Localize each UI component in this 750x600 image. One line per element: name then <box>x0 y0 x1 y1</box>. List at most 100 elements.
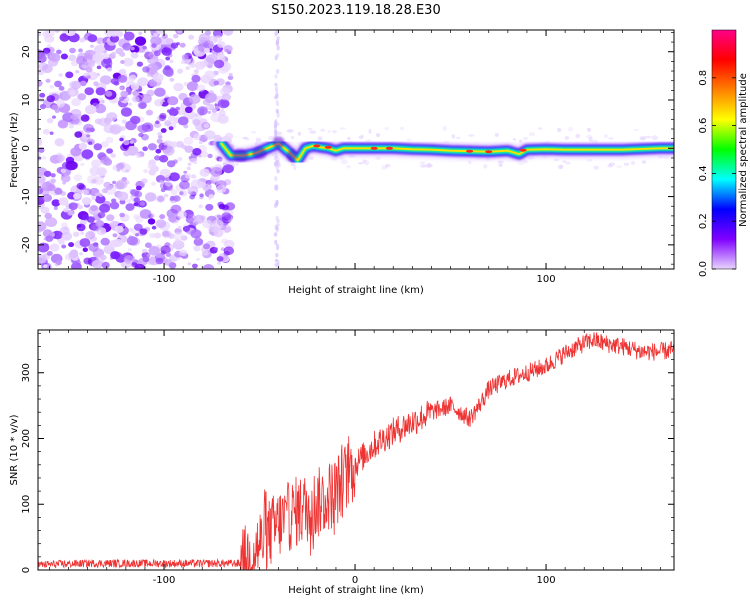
noise-speckle <box>39 92 46 98</box>
noise-speckle <box>168 126 174 131</box>
noise-speckle <box>207 110 212 114</box>
noise-speckle <box>211 108 218 113</box>
noise-speckle <box>151 225 157 230</box>
ridge-blob <box>272 136 285 149</box>
noise-speckle <box>141 178 148 184</box>
noise-speckle <box>210 112 222 123</box>
noise-speckle <box>110 123 123 134</box>
noise-speckle <box>180 60 186 65</box>
noise-speckle <box>186 81 199 92</box>
noise-speckle <box>106 112 118 122</box>
snr-series-line <box>38 332 674 570</box>
spectrogram-y-tick-label: -20 <box>21 237 32 253</box>
noise-speckle <box>196 257 200 261</box>
noise-streak-speckle <box>274 31 278 37</box>
noise-speckle <box>204 70 216 80</box>
noise-speckle <box>163 94 169 99</box>
noise-speckle <box>68 123 75 129</box>
noise-speckle <box>60 53 68 60</box>
noise-speckle <box>125 203 135 211</box>
noise-speckle <box>173 33 179 39</box>
noise-speckle <box>169 77 175 82</box>
noise-speckle <box>79 238 91 248</box>
noise-speckle <box>203 47 211 54</box>
noise-speckle <box>38 186 44 195</box>
noise-speckle <box>191 74 201 83</box>
noise-speckle <box>184 145 194 153</box>
noise-speckle <box>109 220 118 229</box>
noise-speckle <box>38 138 43 145</box>
noise-speckle <box>162 230 170 237</box>
noise-speckle <box>119 137 124 142</box>
noise-speckle <box>183 170 188 174</box>
noise-speckle <box>83 257 92 265</box>
noise-speckle <box>148 246 161 256</box>
noise-speckle <box>38 79 43 87</box>
noise-speckle <box>68 242 75 248</box>
noise-speckle <box>213 80 220 86</box>
noise-speckle <box>223 30 234 36</box>
noise-speckle <box>217 52 225 59</box>
noise-speckle <box>199 193 204 198</box>
snr-x-axis-title: Height of straight line (km) <box>288 585 424 596</box>
noise-speckle <box>185 66 190 70</box>
noise-speckle <box>153 32 158 37</box>
noise-speckle <box>151 43 157 48</box>
noise-speckle <box>78 48 83 53</box>
noise-speckle <box>184 106 193 114</box>
noise-speckle <box>82 214 90 221</box>
noise-speckle <box>168 215 178 223</box>
background-speckle <box>559 164 564 169</box>
noise-speckle <box>191 174 197 179</box>
noise-speckle <box>216 256 224 262</box>
noise-speckle <box>222 162 228 166</box>
snr-x-ticks: -100 0 100 <box>49 330 661 586</box>
noise-speckle <box>136 61 143 67</box>
noise-speckle <box>156 138 163 144</box>
background-speckle <box>384 127 390 130</box>
noise-speckle <box>133 202 139 207</box>
background-speckle <box>327 130 331 133</box>
background-speckle <box>375 156 382 160</box>
noise-speckle <box>187 186 199 196</box>
noise-speckle <box>202 185 209 191</box>
background-speckle <box>522 160 528 164</box>
noise-speckle <box>87 34 98 43</box>
noise-speckle <box>169 197 175 201</box>
background-speckle <box>332 130 338 134</box>
noise-speckle <box>145 242 152 248</box>
background-speckle <box>451 134 456 139</box>
noise-speckle <box>76 182 85 190</box>
noise-speckle <box>207 153 213 159</box>
noise-speckle <box>54 80 62 88</box>
noise-speckle <box>154 232 162 239</box>
noise-speckle <box>158 36 170 46</box>
background-speckle <box>528 132 536 137</box>
noise-speckle <box>170 42 179 49</box>
noise-speckle <box>38 147 45 153</box>
noise-speckle <box>165 180 173 187</box>
noise-speckle <box>68 54 77 62</box>
noise-speckle <box>42 229 53 238</box>
background-speckle <box>641 160 647 164</box>
noise-speckle <box>198 204 204 209</box>
noise-speckle <box>52 230 63 240</box>
noise-speckle <box>129 195 134 199</box>
noise-streak-speckle <box>274 184 278 191</box>
noise-speckle <box>203 243 211 250</box>
noise-speckle <box>38 254 47 264</box>
background-speckle <box>616 165 622 168</box>
noise-speckle <box>179 249 188 257</box>
noise-speckle <box>154 253 166 262</box>
noise-speckle <box>84 87 94 96</box>
noise-speckle <box>117 74 128 83</box>
snr-frame <box>37 329 675 571</box>
noise-streak-speckle <box>275 199 279 205</box>
noise-speckle <box>188 94 201 105</box>
noise-speckle <box>166 186 174 192</box>
noise-speckle <box>220 108 224 112</box>
figure-title: S150.2023.119.18.28.E30 <box>271 3 440 18</box>
noise-speckle <box>38 175 46 184</box>
